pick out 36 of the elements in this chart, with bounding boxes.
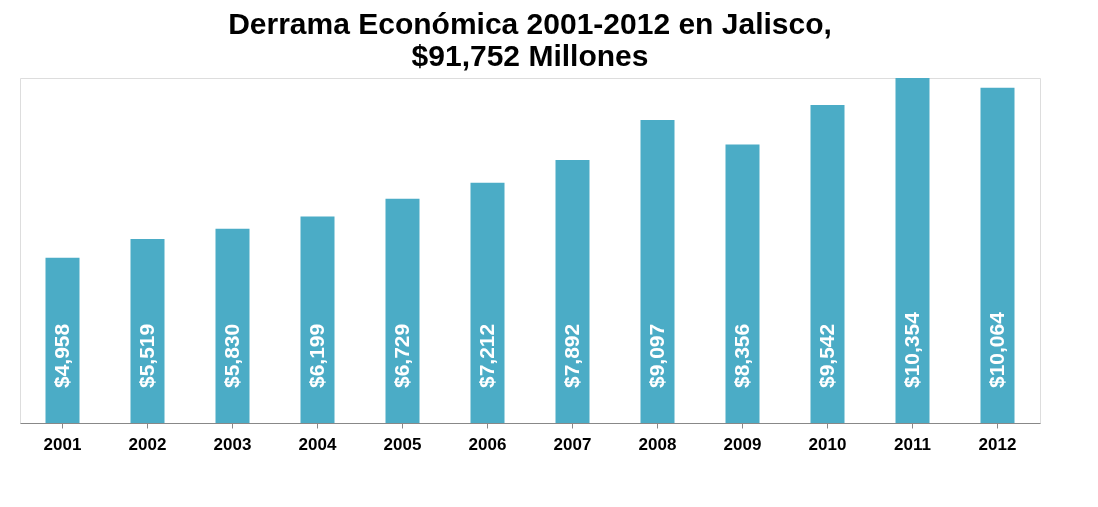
x-tick-label: 2006 (468, 434, 507, 454)
x-tick-label: 2010 (808, 434, 847, 454)
bar (215, 228, 250, 423)
bar (300, 216, 335, 423)
bar (980, 87, 1015, 423)
x-tick-label: 2002 (128, 434, 167, 454)
x-tick-label: 2012 (978, 434, 1017, 454)
data-label: $5,519 (134, 323, 158, 388)
data-label: $5,830 (219, 323, 243, 388)
data-label: $6,199 (304, 323, 328, 388)
data-label: $7,212 (474, 323, 498, 388)
data-label: $8,356 (729, 323, 753, 388)
bar (725, 144, 760, 423)
data-label: $4,958 (49, 323, 73, 388)
chart-title: Derrama Económica 2001-2012 en Jalisco, $91,752 Millones (228, 7, 832, 72)
bar (470, 182, 505, 423)
x-tick-label: 2009 (723, 434, 762, 454)
x-tick-label: 2007 (553, 434, 592, 454)
x-tick-label: 2003 (213, 434, 252, 454)
bar (640, 119, 675, 423)
bar (130, 239, 165, 423)
bar (555, 160, 590, 423)
x-tick-label: 2008 (638, 434, 677, 454)
x-tick-label: 2011 (894, 434, 931, 454)
x-tick-label: 2004 (298, 434, 337, 454)
data-label: $7,892 (559, 323, 583, 388)
bar (385, 198, 420, 423)
data-label: $9,542 (814, 323, 838, 388)
data-label: $10,354 (899, 311, 923, 388)
bar (810, 105, 845, 423)
data-label: $6,729 (389, 323, 413, 388)
x-tick-label: 2001 (43, 434, 82, 454)
data-label: $10,064 (984, 311, 1008, 388)
x-tick-label: 2005 (383, 434, 422, 454)
bar (895, 78, 930, 423)
data-label: $9,097 (644, 323, 668, 388)
